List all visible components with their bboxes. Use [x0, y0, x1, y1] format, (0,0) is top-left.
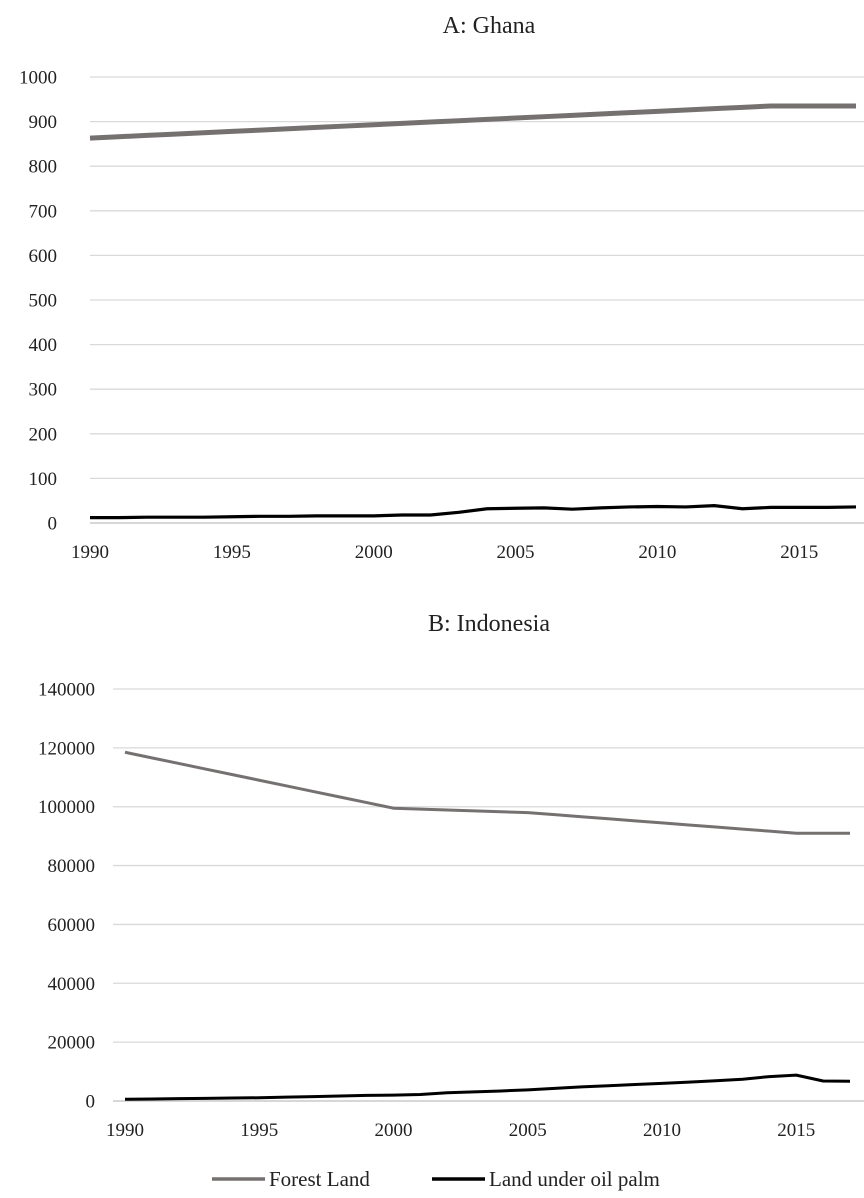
y-tick-label: 900 — [29, 112, 58, 133]
x-tick-label: 1990 — [71, 542, 109, 563]
y-tick-label: 100 — [29, 469, 58, 490]
y-tick-label: 80000 — [48, 856, 96, 877]
y-tick-label: 300 — [29, 380, 58, 401]
x-tick-label: 2015 — [777, 1120, 815, 1141]
legend-label-land-under-oil-palm: Land under oil palm — [489, 1167, 660, 1191]
x-tick-label: 2000 — [375, 1120, 413, 1141]
y-tick-label: 500 — [29, 291, 58, 312]
x-tick-label: 2005 — [497, 542, 535, 563]
panel-ghana: A: Ghana 0 100 200 300 400 500 600 700 800 900 1000… — [19, 13, 864, 563]
x-tick-label: 2010 — [638, 542, 676, 563]
chart-title: A: Ghana — [443, 13, 536, 39]
y-tick-label: 1000 — [19, 68, 57, 89]
y-tick-label: 600 — [29, 246, 58, 267]
series-line-forest-land — [124, 750, 850, 835]
x-tick-label: 1990 — [106, 1120, 144, 1141]
x-tick-label: 2005 — [509, 1120, 547, 1141]
x-tick-label: 1995 — [240, 1120, 278, 1141]
y-tick-label: 800 — [29, 157, 58, 178]
x-tick-label: 1995 — [213, 542, 251, 563]
y-tick-label: 0 — [86, 1092, 96, 1113]
y-tick-label: 100000 — [38, 797, 95, 818]
x-tick-label: 2010 — [643, 1120, 681, 1141]
legend: Forest Land Land under oil palm — [212, 1167, 660, 1191]
y-tick-label: 400 — [29, 335, 58, 356]
x-tick-label: 2015 — [780, 542, 818, 563]
legend-label-forest-land: Forest Land — [269, 1167, 370, 1191]
chart-title: B: Indonesia — [428, 611, 550, 637]
series-line-land-under-oil-palm — [124, 1073, 851, 1101]
y-tick-label: 120000 — [38, 738, 95, 759]
panel-indonesia: B: Indonesia 0 20000 40000 60000 80000 100000 1… — [38, 611, 864, 1141]
y-tick-label: 140000 — [38, 680, 95, 701]
y-tick-label: 20000 — [48, 1033, 96, 1054]
y-tick-label: 200 — [29, 424, 58, 445]
x-tick-label: 2000 — [355, 542, 393, 563]
y-tick-label: 700 — [29, 201, 58, 222]
series-line-forest-land — [89, 103, 856, 141]
y-tick-label: 0 — [48, 514, 58, 535]
y-tick-label: 60000 — [48, 915, 96, 936]
series-line-land-under-oil-palm — [90, 504, 857, 520]
y-tick-label: 40000 — [48, 974, 96, 995]
